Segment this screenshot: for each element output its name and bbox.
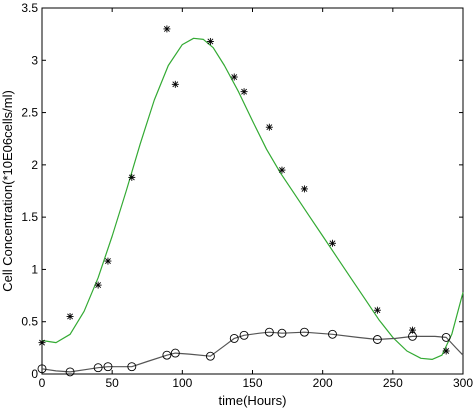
circle-point [328,329,337,339]
circle-point [299,327,309,337]
x-tick-label: 50 [105,376,119,390]
asterisk-point [230,73,238,81]
x-tick-label: 250 [383,376,403,390]
asterisk-stroke [172,81,179,88]
x-axis-label: time(Hours) [219,393,287,408]
markers-group [37,25,451,377]
y-tick-label: 1 [31,262,38,276]
asterisk-stroke [128,174,135,181]
asterisk-stroke [163,25,170,32]
y-axis-label: Cell Concentration(*10E06cells/ml) [0,90,15,292]
asterisk-stroke [95,282,102,289]
circle-point [239,330,249,340]
y-tick-label: 3.5 [21,1,38,15]
ticks-group: 0 50 100 150 200 250 300 0 0.5 1 1.5 2 2.5 3 3.5 [21,1,473,390]
curves-group [41,37,464,373]
circle-point [103,362,113,372]
x-tick-label: 100 [172,376,192,390]
y-tick-label: 2.5 [21,106,38,120]
y-tick-label: 0 [31,367,38,381]
x-tick-label: 150 [242,376,262,390]
circle-point [205,351,215,361]
asterisk-point [38,339,46,347]
circle-point [372,335,382,344]
circle-point [277,328,287,338]
asterisk-point [163,25,171,33]
circle-point [229,333,239,343]
asterisk-stroke [409,327,416,334]
asterisk-stroke [39,339,45,346]
asterisk-stroke [443,348,450,354]
asterisk-stroke [301,185,308,192]
y-tick-label: 3 [31,53,38,67]
asterisk-point [171,80,179,88]
asterisk-point [373,306,381,314]
circle-point [127,362,137,372]
asterisk-stroke [279,167,285,174]
y-tick-label: 2 [31,158,38,172]
asterisk-stroke [266,124,273,131]
x-tick-label: 0 [39,376,46,390]
y-tick-label: 1.5 [21,210,38,224]
circle-point [65,367,75,377]
asterisk-point [300,185,308,193]
series-line-2 [41,37,464,360]
asterisk-point [265,123,273,131]
asterisk-stroke [67,313,74,320]
asterisk-stroke [207,38,214,45]
circle-point [408,331,417,341]
circle-point [264,327,274,337]
asterisk-point [66,312,74,320]
asterisk-point [104,257,112,265]
asterisk-point [128,173,136,181]
x-tick-label: 300 [453,376,473,390]
y-tick-label: 0.5 [21,315,38,329]
asterisk-point [206,37,214,45]
x-tick-label: 200 [313,376,333,390]
asterisk-stroke [374,307,381,314]
circle-point [170,348,180,358]
asterisk-stroke [241,88,248,95]
circle-point [441,332,451,342]
asterisk-stroke [329,240,336,247]
series-line-3 [41,331,464,373]
circle-point [162,350,172,360]
asterisk-stroke [105,258,111,265]
asterisk-stroke [231,74,238,80]
asterisk-point [94,281,102,289]
asterisk-point [442,347,450,355]
asterisk-point [328,239,336,247]
circle-point [93,363,103,373]
asterisk-point [240,88,248,96]
asterisk-point [278,166,286,174]
